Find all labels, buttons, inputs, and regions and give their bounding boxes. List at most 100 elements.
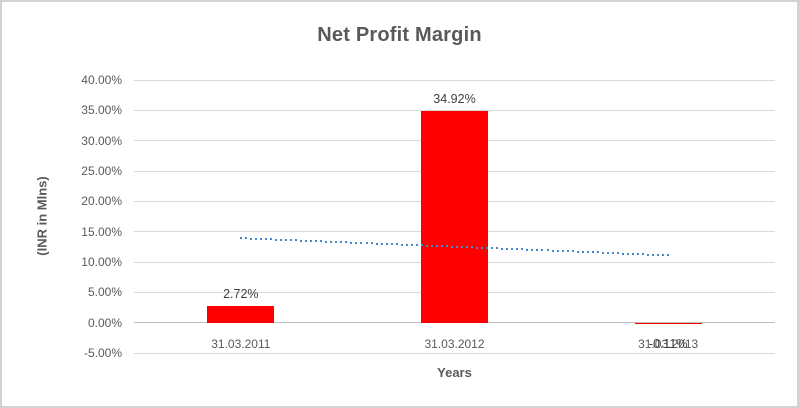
trendline-dot <box>606 251 609 254</box>
trendline-dot <box>400 243 403 246</box>
trendline-dot <box>445 245 448 248</box>
trendline-dot <box>526 248 529 251</box>
y-tick-label: 10.00% <box>81 255 122 269</box>
trendline-dot <box>657 253 660 256</box>
trendline-dot <box>591 251 594 254</box>
trendline-dot <box>611 252 614 255</box>
y-tick-label: 20.00% <box>81 194 122 209</box>
chart-title: Net Profit Margin <box>317 24 482 46</box>
trendline-dot <box>300 239 303 242</box>
trendline-dot <box>254 237 257 240</box>
trendline-dot <box>586 251 589 254</box>
trendline-dot <box>420 244 423 247</box>
trendline-dot <box>269 238 272 241</box>
trendline-dot <box>616 252 619 255</box>
trendline-dot <box>305 239 308 242</box>
bar-31.03.2011 <box>207 306 275 323</box>
trendline-dot <box>601 251 604 254</box>
trendline-dot <box>249 237 252 240</box>
data-label: 34.92% <box>433 91 476 106</box>
data-label: 2.72% <box>223 287 259 302</box>
trendline-dot <box>456 245 458 248</box>
trendline-dot <box>440 245 443 248</box>
trendline-dot <box>631 252 634 255</box>
trendline-dot <box>516 248 519 251</box>
trendline-dot <box>481 246 484 249</box>
trendline-dot <box>275 238 278 241</box>
trendline-dot <box>501 247 504 250</box>
y-tick-label: 0.00% <box>87 315 122 330</box>
y-tick-label: 35.00% <box>81 103 122 118</box>
trendline-dot <box>541 249 544 252</box>
trendline-dot <box>405 243 408 246</box>
trendline-dot <box>320 240 323 243</box>
trendline-dot <box>425 244 428 247</box>
trendline-dot <box>536 249 539 252</box>
trendline-dot <box>315 240 318 243</box>
trendline-dot <box>576 250 579 253</box>
trendline-dot <box>521 248 524 251</box>
trendline-dot <box>561 250 564 253</box>
trendline-dot <box>506 247 509 250</box>
gridline <box>134 352 775 354</box>
trendline-dot <box>370 242 373 245</box>
trendline-dot <box>637 253 639 256</box>
y-tick-label: 30.00% <box>81 133 122 148</box>
trendline-dot <box>571 250 574 253</box>
trendline-dot <box>285 238 288 241</box>
trendline-dot <box>295 239 298 242</box>
trendline-dot <box>355 241 358 244</box>
trendline-dot <box>375 242 378 245</box>
trendline-dot <box>476 246 479 249</box>
trendline-dot <box>290 239 293 242</box>
trendline-dot <box>310 239 313 242</box>
trendline-dot <box>385 243 388 245</box>
trendline-dot <box>435 245 438 248</box>
trendline-dot <box>652 253 655 256</box>
trendline-dot <box>461 246 464 249</box>
x-tick-label: 31.03.2011 <box>211 336 271 351</box>
trendline-dot <box>511 248 514 251</box>
trendline-dot <box>486 247 489 250</box>
trendline-dot <box>471 246 474 249</box>
trendline-dot <box>330 240 333 243</box>
trendline-dot <box>345 241 348 244</box>
trendline-dot <box>450 245 453 248</box>
trendline-dot <box>496 247 499 250</box>
y-tick-label: 40.00% <box>81 73 122 87</box>
trendline-dot <box>596 251 599 254</box>
trendline-dot <box>380 242 383 245</box>
trendline-dot <box>395 243 398 246</box>
trendline-dot <box>335 240 338 243</box>
x-tick-label: 31.03.2013 <box>638 336 699 351</box>
trendline-dot <box>566 250 569 253</box>
y-tick-label: 25.00% <box>81 164 122 178</box>
y-tick-label: 15.00% <box>81 224 122 239</box>
x-axis-line <box>134 322 775 324</box>
data-label: -0.11% <box>648 336 688 351</box>
trendline-dot <box>667 254 670 257</box>
bar-31.03.2013 <box>634 322 702 324</box>
trendline-dot <box>491 247 494 250</box>
trendline-dot <box>466 246 469 249</box>
x-axis-title: Years <box>437 365 472 380</box>
trendline-dot <box>626 252 629 255</box>
trendline-dot <box>350 241 353 244</box>
trendline-dot <box>259 237 262 240</box>
trendline-dot <box>244 237 247 240</box>
trendline-dot <box>647 253 650 256</box>
trendline-dot <box>551 249 554 252</box>
y-axis-title: (INR in Mlns) <box>34 176 50 256</box>
gridline <box>134 79 775 81</box>
trendline-dot <box>360 242 363 244</box>
bar-31.03.2012 <box>421 110 488 323</box>
trendline-dot <box>430 244 433 247</box>
trendline-dot <box>662 254 665 257</box>
trendline-dot <box>531 248 534 251</box>
trendline-dot <box>410 244 413 247</box>
trendline-dot <box>280 238 283 241</box>
trendline-dot <box>365 242 368 245</box>
y-tick-label: -5.00% <box>83 346 122 360</box>
trendline-dot <box>581 250 584 253</box>
